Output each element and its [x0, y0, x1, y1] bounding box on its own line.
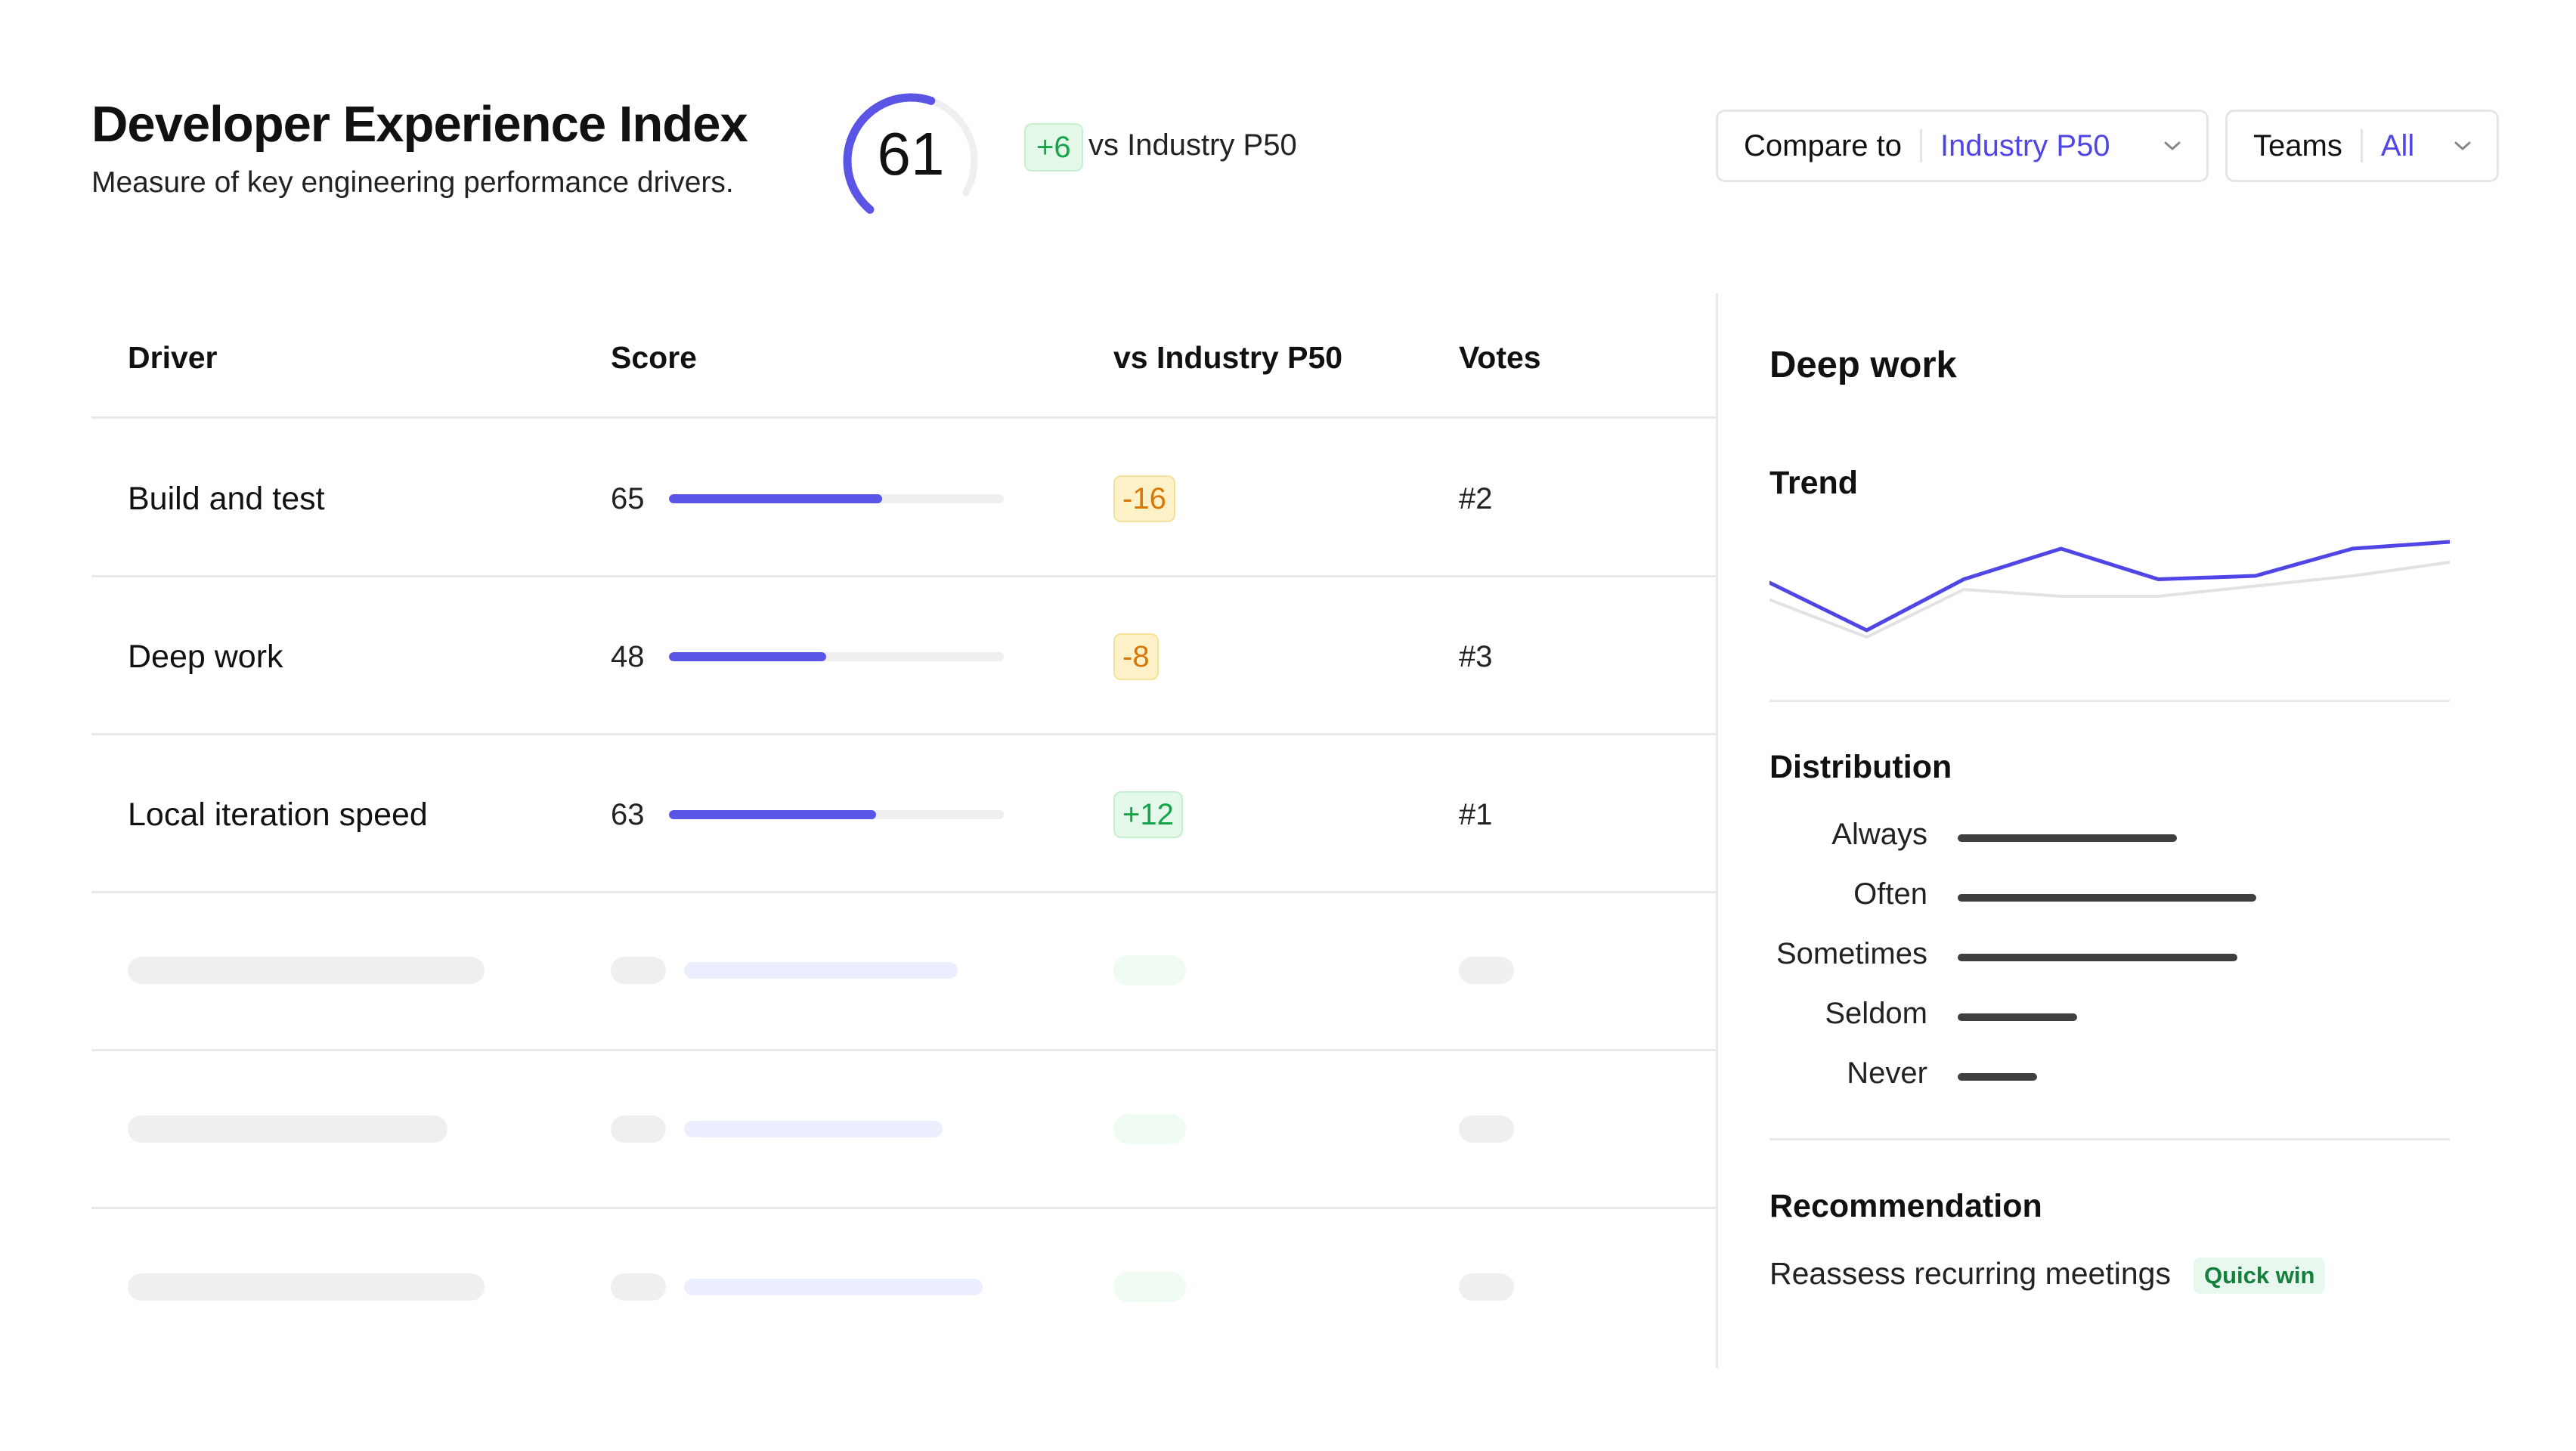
teams-label: Teams	[2253, 128, 2342, 162]
skeleton-bar	[684, 962, 958, 979]
distribution-bar-often	[1958, 894, 2256, 902]
section-divider	[1769, 700, 2450, 702]
skeleton-delta	[1113, 1114, 1186, 1144]
dropdown-separator	[1919, 129, 1922, 162]
overall-score: 61	[877, 120, 945, 187]
score-value: 63	[611, 798, 645, 831]
skeleton-votes	[1459, 1115, 1514, 1143]
table-divider	[91, 733, 1717, 735]
skeleton-driver	[128, 1115, 447, 1143]
skeleton-bar	[684, 1121, 943, 1137]
score-value: 48	[611, 640, 645, 673]
overall-delta-label: vs Industry P50	[1088, 128, 1297, 162]
score-value: 65	[611, 482, 645, 515]
delta-badge: +12	[1113, 791, 1183, 838]
distribution-label-always: Always	[1831, 818, 1927, 851]
delta-badge: -16	[1113, 475, 1175, 522]
distribution-bar-sometimes	[1958, 954, 2237, 961]
panel-title: Deep work	[1769, 345, 1957, 385]
driver-deep-work[interactable]: Deep work	[128, 639, 283, 675]
skeleton-score	[611, 1273, 666, 1301]
column-header-delta[interactable]: vs Industry P50	[1113, 340, 1343, 375]
overall-delta-badge: +6	[1024, 123, 1083, 172]
score-bar-fill	[669, 494, 882, 503]
trend-chart	[1769, 540, 2450, 639]
delta-badge: -8	[1113, 633, 1159, 680]
page-subtitle: Measure of key engineering performance d…	[91, 166, 734, 199]
compare-to-label: Compare to	[1744, 128, 1902, 162]
score-bar	[669, 494, 1004, 503]
recommendation-title: Recommendation	[1769, 1188, 2042, 1224]
teams-dropdown[interactable]: Teams All	[2225, 110, 2499, 182]
skeleton-driver	[128, 957, 485, 984]
teams-value: All	[2380, 128, 2415, 162]
distribution-label-often: Often	[1853, 877, 1927, 911]
skeleton-votes	[1459, 1273, 1514, 1301]
distribution-label-never: Never	[1847, 1057, 1927, 1090]
table-divider	[91, 575, 1717, 577]
chevron-down-icon	[2454, 141, 2471, 150]
column-header-score[interactable]: Score	[611, 340, 697, 375]
skeleton-delta	[1113, 955, 1186, 985]
score-bar-fill	[669, 810, 876, 819]
distribution-bar-always	[1958, 834, 2177, 842]
skeleton-delta	[1113, 1272, 1186, 1302]
skeleton-score	[611, 1115, 666, 1143]
votes-rank: #1	[1459, 798, 1493, 831]
section-divider	[1769, 1138, 2450, 1140]
votes-rank: #2	[1459, 482, 1493, 515]
driver-local-iteration-speed[interactable]: Local iteration speed	[128, 797, 428, 833]
chevron-down-icon	[2164, 141, 2181, 150]
column-header-votes[interactable]: Votes	[1459, 340, 1541, 375]
quick-win-tag: Quick win	[2194, 1258, 2326, 1294]
distribution-title: Distribution	[1769, 749, 1952, 785]
skeleton-votes	[1459, 957, 1514, 984]
distribution-label-seldom: Seldom	[1825, 997, 1927, 1030]
score-bar	[669, 810, 1004, 819]
compare-to-value: Industry P50	[1940, 128, 2110, 162]
distribution-label-sometimes: Sometimes	[1776, 937, 1927, 970]
compare-to-dropdown[interactable]: Compare to Industry P50	[1716, 110, 2209, 182]
skeleton-driver	[128, 1273, 485, 1301]
table-divider	[91, 416, 1717, 419]
distribution-bar-never	[1958, 1073, 2037, 1081]
skeleton-score	[611, 957, 666, 984]
score-gauge	[843, 93, 978, 214]
table-divider	[91, 1207, 1717, 1209]
page-title: Developer Experience Index	[91, 96, 748, 153]
panel-divider	[1716, 293, 1718, 1368]
gauge-fill	[843, 93, 936, 214]
driver-build-and-test[interactable]: Build and test	[128, 481, 325, 517]
skeleton-bar	[684, 1279, 983, 1295]
trend-title: Trend	[1769, 465, 1859, 501]
votes-rank: #3	[1459, 640, 1493, 673]
column-header-driver[interactable]: Driver	[128, 340, 218, 375]
table-divider	[91, 1049, 1717, 1051]
dropdown-separator	[2360, 129, 2363, 162]
recommendation-text: Reassess recurring meetings	[1769, 1256, 2171, 1291]
trend-line-team	[1769, 540, 2450, 633]
trend-line-benchmark	[1769, 561, 2450, 639]
score-bar-fill	[669, 652, 826, 661]
distribution-bar-seldom	[1958, 1013, 2077, 1021]
score-bar	[669, 652, 1004, 661]
table-divider	[91, 891, 1717, 893]
